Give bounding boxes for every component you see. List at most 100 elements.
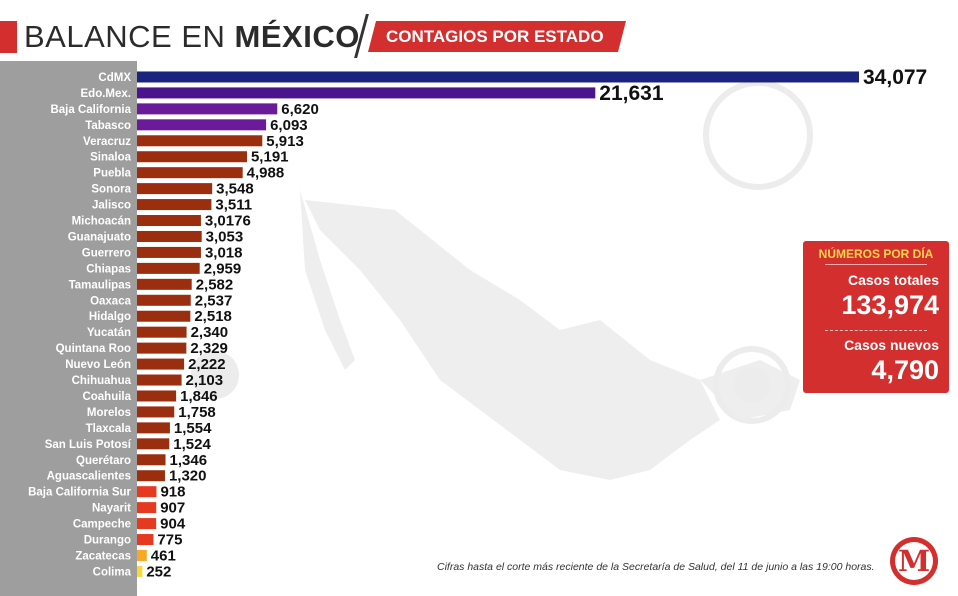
value-label: 2,537: [195, 292, 233, 309]
bar: [137, 71, 859, 83]
value-label: 3,0176: [205, 213, 251, 230]
bar: [137, 103, 278, 115]
value-label: 1,554: [174, 420, 212, 437]
bar: [137, 518, 157, 530]
category-label: Quintana Roo: [56, 343, 131, 355]
bar: [137, 390, 177, 402]
value-label: 1,758: [178, 404, 216, 421]
value-label: 2,329: [190, 340, 228, 357]
daily-numbers-box: NÚMEROS POR DÍA Casos totales 133,974 Ca…: [803, 241, 949, 393]
bar: [137, 87, 596, 99]
category-label: Aguascalientes: [47, 471, 131, 483]
category-label: Tlaxcala: [86, 423, 132, 435]
bar: [137, 246, 201, 258]
category-label: Chiapas: [86, 263, 131, 275]
category-label: Baja California: [50, 104, 131, 116]
value-label: 5,191: [251, 149, 289, 166]
virus-icon: [713, 346, 791, 424]
bar: [137, 549, 147, 561]
category-label: Edo.Mex.: [81, 88, 131, 100]
bar: [137, 135, 263, 147]
category-label: Yucatán: [87, 327, 131, 339]
title-bold: MÉXICO: [234, 19, 360, 54]
value-label: 34,077: [863, 66, 927, 89]
category-panel: [0, 61, 137, 596]
value-label: 907: [160, 500, 185, 517]
category-label: Zacatecas: [75, 550, 131, 562]
category-label: CdMX: [98, 72, 131, 84]
category-label: Michoacán: [72, 216, 131, 228]
value-label: 6,093: [270, 117, 308, 134]
value-label: 2,959: [204, 260, 242, 277]
new-cases-label: Casos nuevos: [844, 337, 939, 353]
daily-box-divider: [825, 264, 927, 265]
bar: [137, 374, 182, 386]
new-cases-value: 4,790: [871, 355, 939, 385]
category-label: Durango: [84, 535, 131, 547]
category-label: Nayarit: [92, 503, 131, 515]
bar: [137, 294, 191, 306]
category-label: Tamaulipas: [69, 279, 131, 291]
page-title: BALANCE EN MÉXICO: [24, 18, 360, 56]
value-label: 1,320: [169, 468, 207, 485]
value-label: 1,346: [170, 452, 208, 469]
total-cases-value: 133,974: [841, 290, 939, 320]
value-label: 5,913: [266, 133, 304, 150]
bar: [137, 342, 187, 354]
value-label: 2,222: [188, 356, 226, 373]
category-label: Jalisco: [92, 200, 131, 212]
bar: [137, 151, 247, 163]
value-label: 904: [160, 516, 186, 533]
category-label: Guerrero: [82, 247, 131, 259]
category-label: Oaxaca: [90, 295, 132, 307]
category-label: Campeche: [73, 519, 131, 531]
category-label: San Luis Potosí: [45, 439, 132, 451]
value-label: 3,548: [216, 181, 254, 198]
value-label: 918: [160, 484, 185, 501]
value-label: 1,846: [180, 388, 218, 405]
daily-box-title: NÚMEROS POR DÍA: [818, 247, 934, 261]
category-label: Colima: [93, 566, 132, 578]
bar: [137, 470, 165, 482]
milenio-logo: M: [890, 537, 938, 585]
category-label: Querétaro: [76, 455, 131, 467]
value-label: 775: [157, 532, 182, 549]
value-label: 2,582: [196, 276, 234, 293]
value-label: 2,340: [191, 324, 229, 341]
total-cases-label: Casos totales: [847, 272, 939, 288]
category-label: Coahuila: [82, 391, 131, 403]
bar: [137, 454, 166, 466]
bar: [137, 199, 212, 211]
category-label: Guanajuato: [68, 231, 131, 243]
bar: [137, 565, 143, 577]
bar: [137, 278, 192, 290]
header-accent: [0, 21, 17, 53]
category-label: Puebla: [93, 168, 131, 180]
bar: [137, 183, 213, 195]
value-label: 2,518: [194, 308, 232, 325]
value-label: 461: [151, 547, 176, 564]
category-label: Sonora: [91, 184, 131, 196]
title-plain: BALANCE EN: [24, 19, 226, 54]
bar: [137, 262, 200, 274]
logo-letter: M: [897, 544, 931, 578]
value-label: 1,524: [173, 436, 211, 453]
category-label: Hidalgo: [89, 311, 131, 323]
bar: [137, 167, 243, 179]
value-label: 3,511: [215, 197, 252, 214]
category-label: Veracruz: [83, 136, 131, 148]
value-label: 3,053: [206, 228, 244, 245]
value-label: 3,018: [205, 244, 243, 261]
value-label: 6,620: [281, 101, 319, 118]
bar: [137, 502, 157, 514]
bar: [137, 438, 170, 450]
value-label: 252: [146, 563, 171, 580]
bar: [137, 326, 187, 338]
bar: [137, 215, 201, 227]
bar: [137, 119, 267, 131]
category-label: Morelos: [87, 407, 131, 419]
value-label: 21,631: [599, 82, 664, 105]
value-label: 2,103: [186, 372, 224, 389]
